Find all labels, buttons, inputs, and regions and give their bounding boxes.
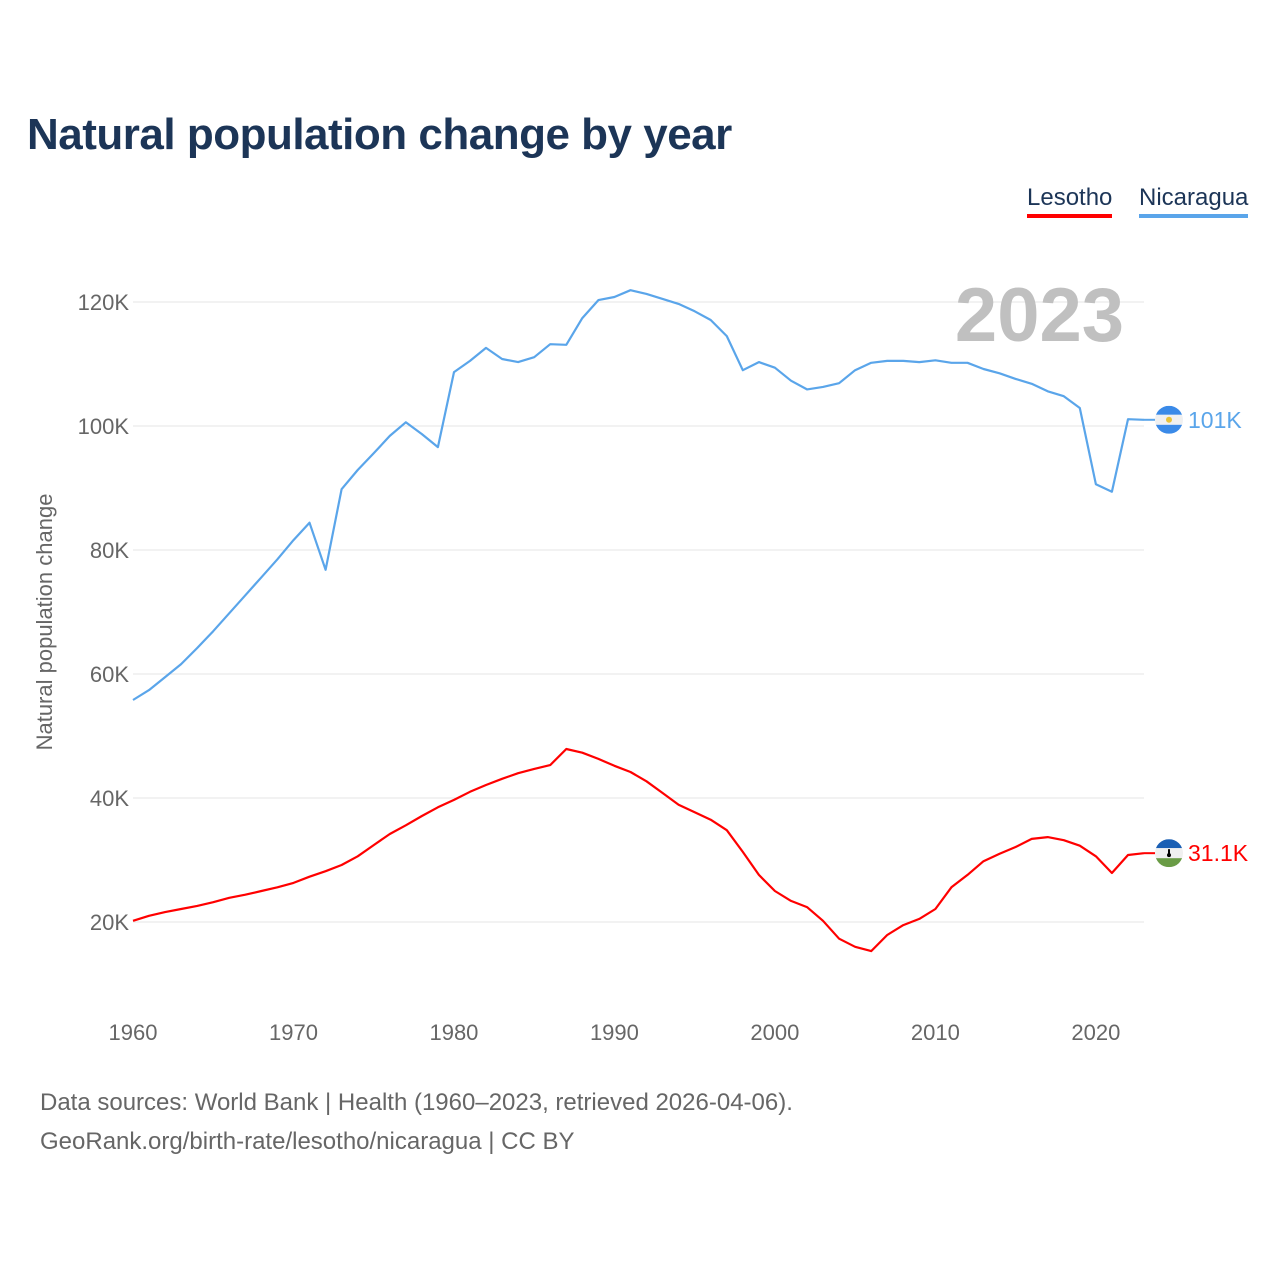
x-tick-label: 1990 — [590, 1020, 639, 1045]
nicaragua-flag-icon — [1155, 405, 1183, 434]
x-tick-label: 1980 — [429, 1020, 478, 1045]
data-source-note: Data sources: World Bank | Health (1960–… — [40, 1089, 793, 1116]
series-line-nicaragua — [132, 289, 1145, 701]
y-tick-label: 40K — [90, 786, 129, 811]
y-tick-label: 60K — [90, 662, 129, 687]
y-tick-label: 120K — [78, 290, 130, 315]
legend-item-lesotho[interactable]: Lesotho — [1027, 184, 1113, 218]
y-tick-label: 100K — [78, 414, 130, 439]
current-year-label: 2023 — [955, 273, 1124, 358]
end-value-label-nicaragua: 101K — [1188, 407, 1242, 433]
y-tick-label: 80K — [90, 538, 129, 563]
end-value-label-lesotho: 31.1K — [1188, 840, 1249, 866]
y-tick-label: 20K — [90, 910, 129, 935]
x-tick-label: 1970 — [269, 1020, 318, 1045]
series-line-lesotho — [132, 747, 1145, 953]
x-tick-label: 2000 — [750, 1020, 799, 1045]
x-tick-label: 2020 — [1071, 1020, 1120, 1045]
legend-item-nicaragua[interactable]: Nicaragua — [1139, 184, 1249, 218]
source-link[interactable]: GeoRank.org/birth-rate/lesotho/nicaragua… — [40, 1128, 575, 1155]
x-tick-label: 1960 — [109, 1020, 158, 1045]
chart-title: Natural population change by year — [27, 110, 732, 159]
x-tick-label: 2010 — [911, 1020, 960, 1045]
lesotho-flag-icon — [1155, 839, 1183, 868]
y-axis-label: Natural population change — [32, 494, 57, 751]
